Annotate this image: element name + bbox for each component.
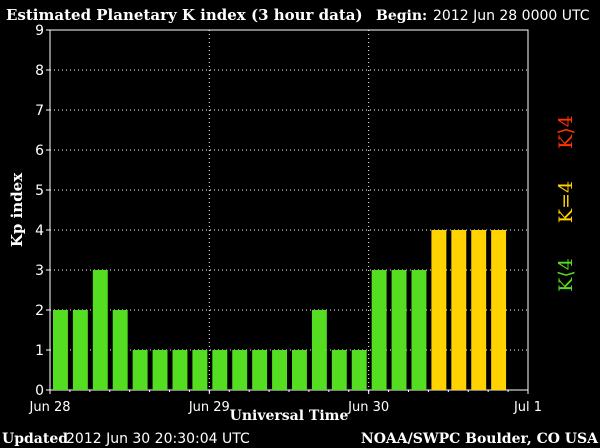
x-ticks: Jun 28 Jun 29 Jun 30 Jul 1 <box>29 390 542 415</box>
kp-bar <box>491 230 507 390</box>
kp-bar <box>471 230 487 390</box>
legend-above-4: K⟩4 <box>555 115 577 149</box>
kp-bar <box>411 270 427 390</box>
y-tick-label: 3 <box>35 263 44 279</box>
kp-bar <box>132 350 148 390</box>
credit-text: NOAA/SWPC Boulder, CO USA <box>361 431 599 447</box>
kp-bar <box>252 350 268 390</box>
kp-bar <box>331 350 347 390</box>
updated-value: 2012 Jun 30 20:30:04 UTC <box>66 431 250 447</box>
x-axis-label: Universal Time <box>230 408 349 424</box>
x-tick-label: Jun 30 <box>347 400 389 415</box>
y-tick-label: 2 <box>35 303 44 319</box>
kp-bar <box>92 270 108 390</box>
kp-bar <box>431 230 447 390</box>
kp-bar <box>311 310 327 390</box>
x-tick-label: Jun 29 <box>188 400 230 415</box>
kp-bar <box>391 270 407 390</box>
kp-bar <box>53 310 68 390</box>
kp-bar <box>232 350 248 390</box>
kp-bar <box>272 350 287 390</box>
y-tick-label: 9 <box>35 23 44 39</box>
kp-bar <box>112 310 128 390</box>
legend-equal-4: K=4 <box>555 181 577 223</box>
kp-bar <box>371 270 387 390</box>
grid <box>50 30 528 390</box>
y-tick-label: 7 <box>35 103 44 119</box>
legend-below-4: K⟨4 <box>555 258 577 292</box>
y-ticks: 0 1 2 3 4 5 6 7 8 9 <box>35 23 50 399</box>
kp-bar <box>451 230 467 390</box>
y-tick-label: 5 <box>35 183 44 199</box>
y-tick-label: 8 <box>35 63 44 79</box>
begin-value: 2012 Jun 28 0000 UTC <box>433 8 590 24</box>
kp-bar <box>212 350 228 390</box>
y-tick-label: 4 <box>35 223 44 239</box>
kp-bar <box>351 350 367 390</box>
y-axis-label: Kp index <box>8 172 26 247</box>
kp-bar <box>152 350 168 390</box>
kp-bar <box>292 350 307 390</box>
y-tick-label: 1 <box>35 343 44 359</box>
kp-bar <box>172 350 188 390</box>
kp-bar <box>72 310 88 390</box>
kp-bar <box>192 350 208 390</box>
x-tick-label: Jul 1 <box>513 400 542 415</box>
begin-label: Begin: <box>376 8 427 24</box>
bars <box>53 230 507 390</box>
updated-label: Updated <box>2 431 68 447</box>
chart-title: Estimated Planetary K index (3 hour data… <box>6 6 363 24</box>
x-tick-label: Jun 28 <box>29 400 71 415</box>
y-tick-label: 6 <box>35 143 44 159</box>
y-tick-label: 0 <box>35 383 44 399</box>
